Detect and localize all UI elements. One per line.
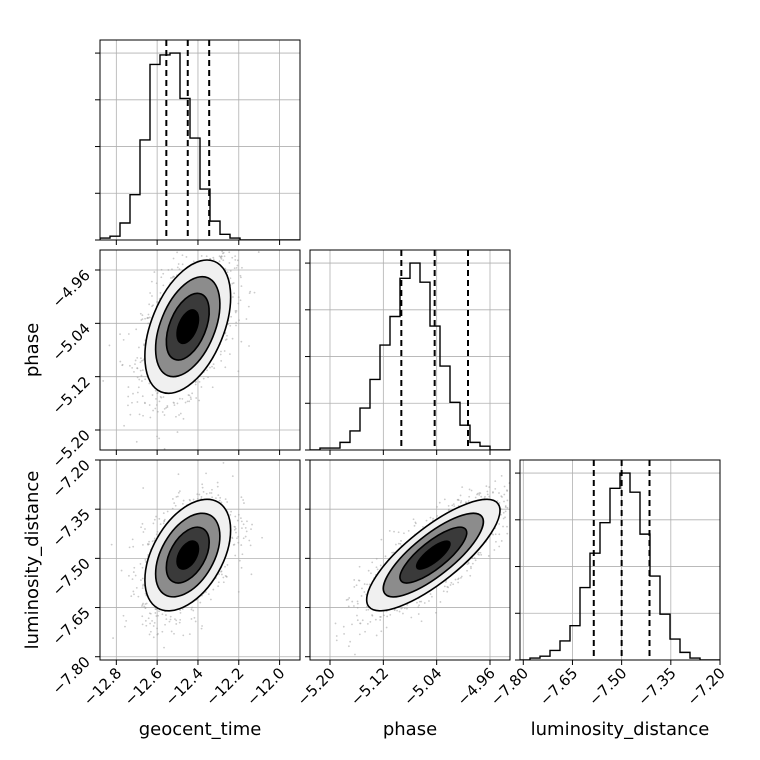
contour-line bbox=[176, 540, 200, 570]
x-axis-title-luminosity_distance: luminosity_distance bbox=[531, 719, 710, 740]
histogram-frame-luminosity_distance bbox=[519, 459, 721, 661]
contour-line bbox=[365, 498, 501, 612]
x-tick-label: −7.50 bbox=[585, 664, 630, 709]
histogram-luminosity_distance bbox=[520, 460, 720, 660]
density-phase-luminosity_distance bbox=[310, 460, 510, 660]
density-frame-phase-luminosity_distance bbox=[309, 459, 511, 661]
x-tick-label: −7.20 bbox=[684, 664, 729, 709]
x-tick-label: −12.2 bbox=[202, 664, 247, 709]
y-tick-label: −7.50 bbox=[49, 554, 94, 599]
x-axis-title-phase: phase bbox=[383, 719, 437, 740]
y-tick-label: −5.04 bbox=[49, 319, 94, 364]
contour-line bbox=[165, 526, 210, 584]
x-tick-label: −7.80 bbox=[487, 664, 532, 709]
x-tick-label: −12.6 bbox=[121, 664, 166, 709]
x-tick-label: −5.04 bbox=[400, 664, 445, 709]
contour-line bbox=[176, 309, 200, 345]
y-axis-title-luminosity_distance: luminosity_distance bbox=[22, 471, 43, 650]
x-tick-label: −5.12 bbox=[347, 664, 392, 709]
y-tick-label: −7.65 bbox=[49, 604, 94, 649]
contour-line bbox=[154, 512, 221, 598]
density-geocent_time-phase bbox=[100, 250, 300, 450]
contour-line bbox=[144, 259, 232, 395]
density-geocent_time-luminosity_distance bbox=[100, 460, 300, 660]
histogram-step-phase bbox=[310, 262, 510, 450]
density-fill-level bbox=[416, 541, 451, 570]
contour-line bbox=[144, 498, 232, 612]
density-frame-geocent_time-luminosity_distance bbox=[99, 459, 301, 661]
histogram-step-luminosity_distance bbox=[520, 472, 720, 660]
y-axis-title-phase: phase bbox=[22, 323, 43, 377]
histogram-step-geocent_time bbox=[100, 52, 300, 240]
histogram-phase bbox=[310, 250, 510, 450]
histogram-geocent_time bbox=[100, 40, 300, 240]
contour-line bbox=[415, 540, 451, 570]
contour-line bbox=[399, 526, 468, 584]
contour-line bbox=[382, 512, 485, 598]
x-tick-label: −5.20 bbox=[294, 664, 339, 709]
contour-line bbox=[165, 292, 210, 361]
x-tick-label: −12.4 bbox=[162, 664, 207, 709]
histogram-frame-geocent_time bbox=[99, 39, 301, 241]
x-tick-label: −12.0 bbox=[243, 664, 288, 709]
y-tick-label: −7.35 bbox=[49, 505, 94, 550]
y-tick-label: −5.12 bbox=[49, 373, 94, 418]
x-tick-label: −7.35 bbox=[634, 664, 679, 709]
density-frame-geocent_time-phase bbox=[99, 249, 301, 451]
y-tick-label: −4.96 bbox=[49, 266, 94, 311]
x-tick-label: −7.65 bbox=[536, 664, 581, 709]
x-axis-title-geocent_time: geocent_time bbox=[139, 719, 262, 740]
contour-line bbox=[154, 275, 221, 378]
histogram-frame-phase bbox=[309, 249, 511, 451]
